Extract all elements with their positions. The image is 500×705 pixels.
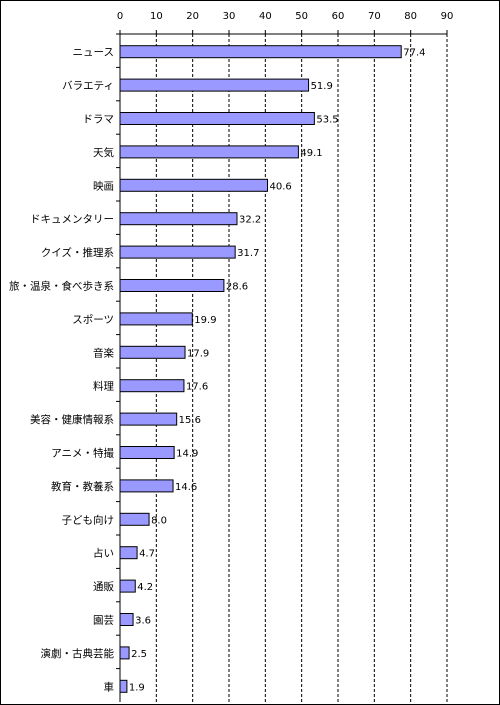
x-tick-label: 50	[295, 11, 308, 22]
data-label: 14.6	[175, 482, 197, 493]
data-label: 28.6	[226, 282, 248, 293]
category-label: 演劇・古典芸能	[41, 647, 115, 660]
bar	[119, 345, 186, 359]
bar	[119, 479, 174, 493]
data-label: 31.7	[237, 248, 259, 259]
x-tick-label: 20	[186, 11, 199, 22]
bar	[119, 178, 269, 192]
category-label: 通販	[93, 581, 114, 593]
bar	[119, 646, 130, 660]
data-label: 49.1	[300, 148, 322, 159]
bar	[119, 679, 128, 693]
bar	[119, 512, 150, 526]
category-label: 車	[104, 680, 115, 693]
category-label: バラエティ	[62, 80, 114, 92]
bar	[119, 78, 310, 92]
data-label: 2.5	[131, 649, 147, 660]
data-label: 17.6	[186, 382, 208, 393]
category-label: ドラマ	[83, 114, 115, 126]
category-label: 美容・健康情報系	[30, 413, 114, 426]
data-label: 14.9	[176, 449, 198, 460]
bar	[119, 546, 138, 560]
category-label: アニメ・特撮	[51, 447, 114, 460]
x-tick-label: 30	[223, 11, 236, 22]
bar	[119, 245, 236, 259]
bar	[119, 112, 315, 125]
data-label: 51.9	[311, 81, 333, 92]
bar	[119, 412, 178, 426]
category-label: ドキュメンタリー	[30, 214, 114, 226]
category-label: ニュース	[73, 47, 114, 59]
data-label: 17.9	[187, 348, 209, 359]
x-tick-label: 0	[117, 11, 123, 22]
bar	[119, 45, 402, 59]
data-label: 19.9	[194, 315, 216, 326]
data-label: 1.9	[129, 682, 145, 693]
x-tick-label: 80	[404, 11, 417, 22]
category-label: 旅・温泉・食べ歩き系	[9, 280, 114, 293]
data-label: 4.7	[139, 549, 155, 560]
bar	[119, 579, 136, 593]
bar	[119, 446, 175, 459]
data-label: 53.5	[316, 115, 338, 126]
category-label: クイズ・推理系	[41, 246, 114, 259]
x-tick-label: 10	[150, 11, 163, 22]
x-tick-label: 60	[332, 11, 345, 22]
data-label: 40.6	[270, 181, 292, 192]
category-label: 子ども向け	[62, 513, 115, 526]
data-label: 77.4	[403, 48, 425, 59]
data-label: 4.2	[137, 582, 153, 593]
category-label: 占い	[93, 547, 114, 560]
category-label: 音楽	[93, 346, 114, 359]
x-tick-label: 70	[368, 11, 381, 22]
x-tick-label: 40	[259, 11, 272, 22]
bar	[119, 212, 238, 226]
category-label: 料理	[93, 380, 114, 393]
category-label: 教育・教養系	[51, 480, 114, 493]
data-label: 15.6	[179, 415, 201, 426]
bar	[119, 379, 185, 393]
bar	[119, 312, 193, 326]
data-label: 3.6	[135, 616, 151, 627]
bar	[119, 145, 299, 159]
category-label: スポーツ	[72, 314, 114, 326]
x-tick-label: 90	[441, 11, 454, 22]
bar	[119, 279, 225, 292]
data-label: 8.0	[151, 515, 167, 526]
category-label: 映画	[93, 180, 114, 192]
data-label: 32.2	[239, 215, 261, 226]
category-label: 園芸	[93, 614, 114, 627]
bar	[119, 613, 134, 626]
category-label: 天気	[93, 146, 114, 159]
